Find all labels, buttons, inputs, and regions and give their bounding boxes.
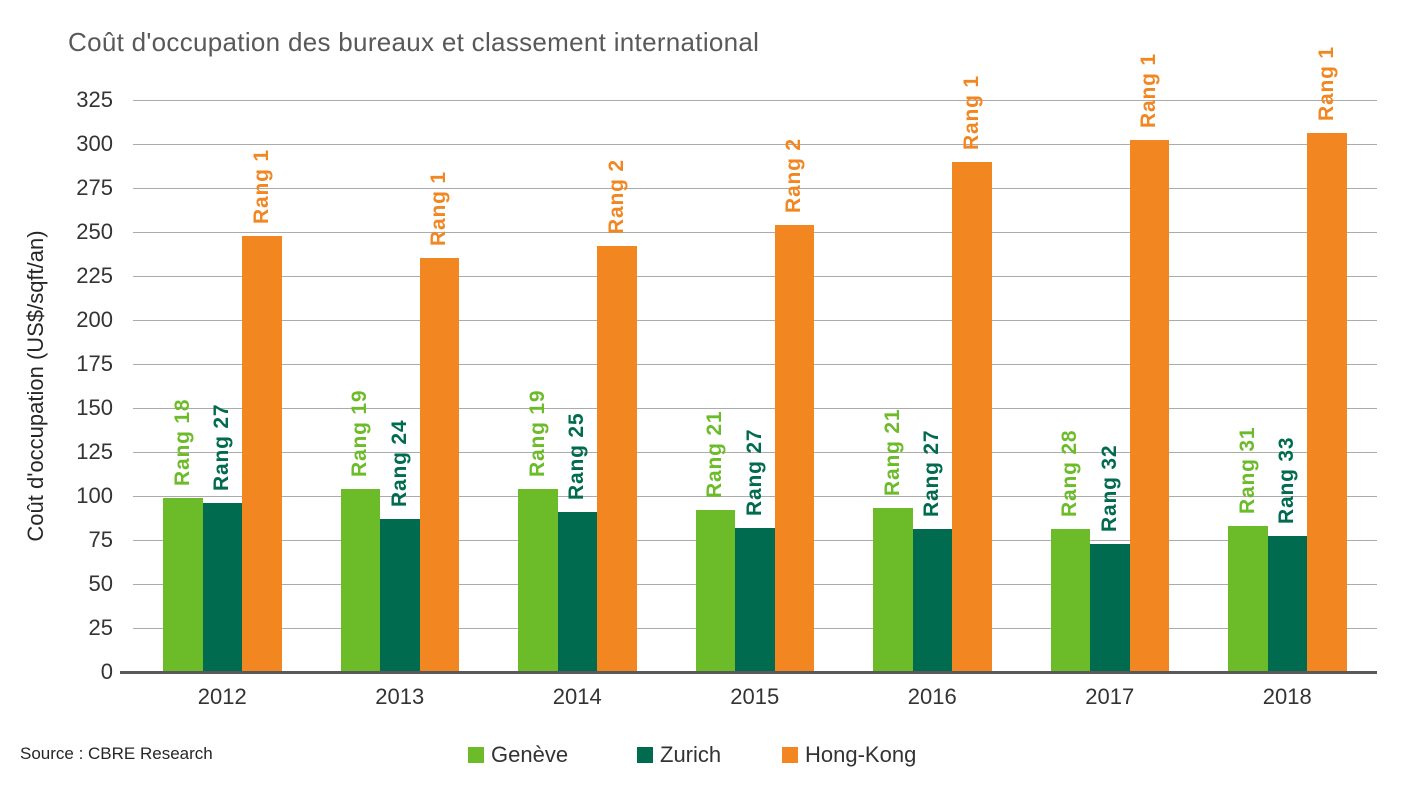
bar-rank-label-gen-ve-2017: Rang 28 (1058, 430, 1082, 518)
x-axis-label-2013: 2013 (375, 684, 425, 709)
bar-rank-label-zurich-2017: Rang 32 (1097, 444, 1121, 532)
bar-gen-ve-2016 (873, 508, 913, 672)
x-axis-label-2018: 2018 (1262, 684, 1312, 709)
bar-zurich-2012 (202, 503, 242, 672)
bar-rank-label-gen-ve-2012: Rang 18 (170, 398, 194, 486)
gridline (133, 276, 1377, 277)
bar-rank-label-gen-ve-2013: Rang 19 (348, 389, 372, 477)
y-tick-label: 125 (76, 439, 113, 464)
bar-hong-kong-2015 (774, 224, 814, 672)
bar-hong-kong-2017 (1129, 140, 1169, 672)
bar-gen-ve-2012 (163, 497, 203, 672)
y-tick-label: 200 (76, 307, 113, 332)
x-axis-label-2016: 2016 (907, 684, 957, 709)
y-tick-label: 175 (76, 351, 113, 376)
bar-zurich-2016 (912, 529, 952, 672)
legend-swatch-hong-kong (782, 747, 798, 763)
legend-swatch-zurich (637, 747, 653, 763)
bar-hong-kong-2014 (597, 246, 637, 672)
source-note: Source : CBRE Research (20, 744, 213, 763)
y-tick-label: 50 (88, 571, 113, 596)
y-tick-label: 150 (76, 395, 113, 420)
bar-rank-label-zurich-2018: Rang 33 (1275, 437, 1299, 525)
bar-zurich-2018 (1267, 536, 1307, 672)
y-tick-label: 325 (76, 87, 113, 112)
bar-zurich-2015 (735, 527, 775, 672)
y-tick-label: 250 (76, 219, 113, 244)
bar-rank-label-gen-ve-2014: Rang 19 (525, 389, 549, 477)
bar-gen-ve-2017 (1050, 529, 1090, 672)
gridline (133, 188, 1377, 189)
legend-item-gen-ve: Genève (468, 742, 569, 767)
y-tick-label: 225 (76, 263, 113, 288)
chart-title: Coût d'occupation des bureaux et classem… (68, 27, 760, 57)
bar-rank-label-hong-kong-2018: Rang 1 (1314, 46, 1338, 122)
legend-label-gen-ve: Genève (491, 742, 569, 767)
bar-gen-ve-2013 (340, 488, 380, 672)
bar-gen-ve-2015 (695, 510, 735, 672)
bar-rank-label-zurich-2013: Rang 24 (387, 419, 411, 507)
legend-item-zurich: Zurich (637, 742, 722, 767)
bar-gen-ve-2018 (1228, 525, 1268, 672)
bar-rank-label-gen-ve-2016: Rang 21 (880, 409, 904, 497)
bar-zurich-2014 (557, 511, 597, 672)
x-axis-label-2012: 2012 (197, 684, 247, 709)
bar-rank-label-zurich-2012: Rang 27 (210, 403, 234, 492)
x-axis-line (120, 671, 1377, 674)
bar-rank-label-hong-kong-2016: Rang 1 (959, 74, 983, 150)
gridline (133, 452, 1377, 453)
bar-zurich-2013 (380, 518, 420, 672)
legend-label-zurich: Zurich (660, 742, 722, 767)
gridline (133, 408, 1377, 409)
bar-rank-label-hong-kong-2015: Rang 2 (782, 138, 806, 213)
bar-rank-label-zurich-2015: Rang 27 (742, 428, 766, 516)
y-tick-label: 300 (76, 131, 113, 156)
bar-rank-label-zurich-2016: Rang 27 (920, 430, 944, 518)
bar-zurich-2017 (1090, 543, 1130, 672)
gridline (133, 144, 1377, 145)
y-tick-label: 100 (76, 483, 113, 508)
bar-rank-label-gen-ve-2018: Rang 31 (1235, 426, 1259, 514)
gridline (133, 100, 1377, 101)
x-axis-label-2014: 2014 (552, 684, 602, 709)
x-axis-label-2017: 2017 (1085, 684, 1135, 709)
bar-hong-kong-2012 (242, 235, 282, 672)
legend-swatch-gen-ve (468, 747, 484, 763)
legend-item-hong-kong: Hong-Kong (782, 742, 917, 767)
bar-hong-kong-2016 (952, 161, 992, 672)
gridline (133, 364, 1377, 365)
y-tick-label: 0 (100, 659, 113, 684)
gridline (133, 496, 1377, 497)
bar-rank-label-hong-kong-2013: Rang 1 (427, 171, 451, 247)
legend-label-hong-kong: Hong-Kong (805, 742, 917, 767)
bar-rank-label-hong-kong-2014: Rang 2 (604, 159, 628, 235)
bar-rank-label-gen-ve-2015: Rang 21 (703, 410, 727, 499)
bar-rank-label-zurich-2014: Rang 25 (565, 412, 589, 500)
gridline (133, 320, 1377, 321)
x-axis-label-2015: 2015 (730, 684, 780, 709)
bar-hong-kong-2013 (419, 258, 459, 672)
y-tick-label: 25 (88, 615, 113, 640)
bar-rank-label-hong-kong-2017: Rang 1 (1137, 53, 1161, 129)
gridline (133, 232, 1377, 233)
bar-hong-kong-2018 (1307, 133, 1347, 672)
bar-gen-ve-2014 (518, 488, 558, 672)
y-tick-label: 275 (76, 175, 113, 200)
bar-rank-label-hong-kong-2012: Rang 1 (249, 148, 273, 224)
y-tick-label: 75 (88, 527, 113, 552)
